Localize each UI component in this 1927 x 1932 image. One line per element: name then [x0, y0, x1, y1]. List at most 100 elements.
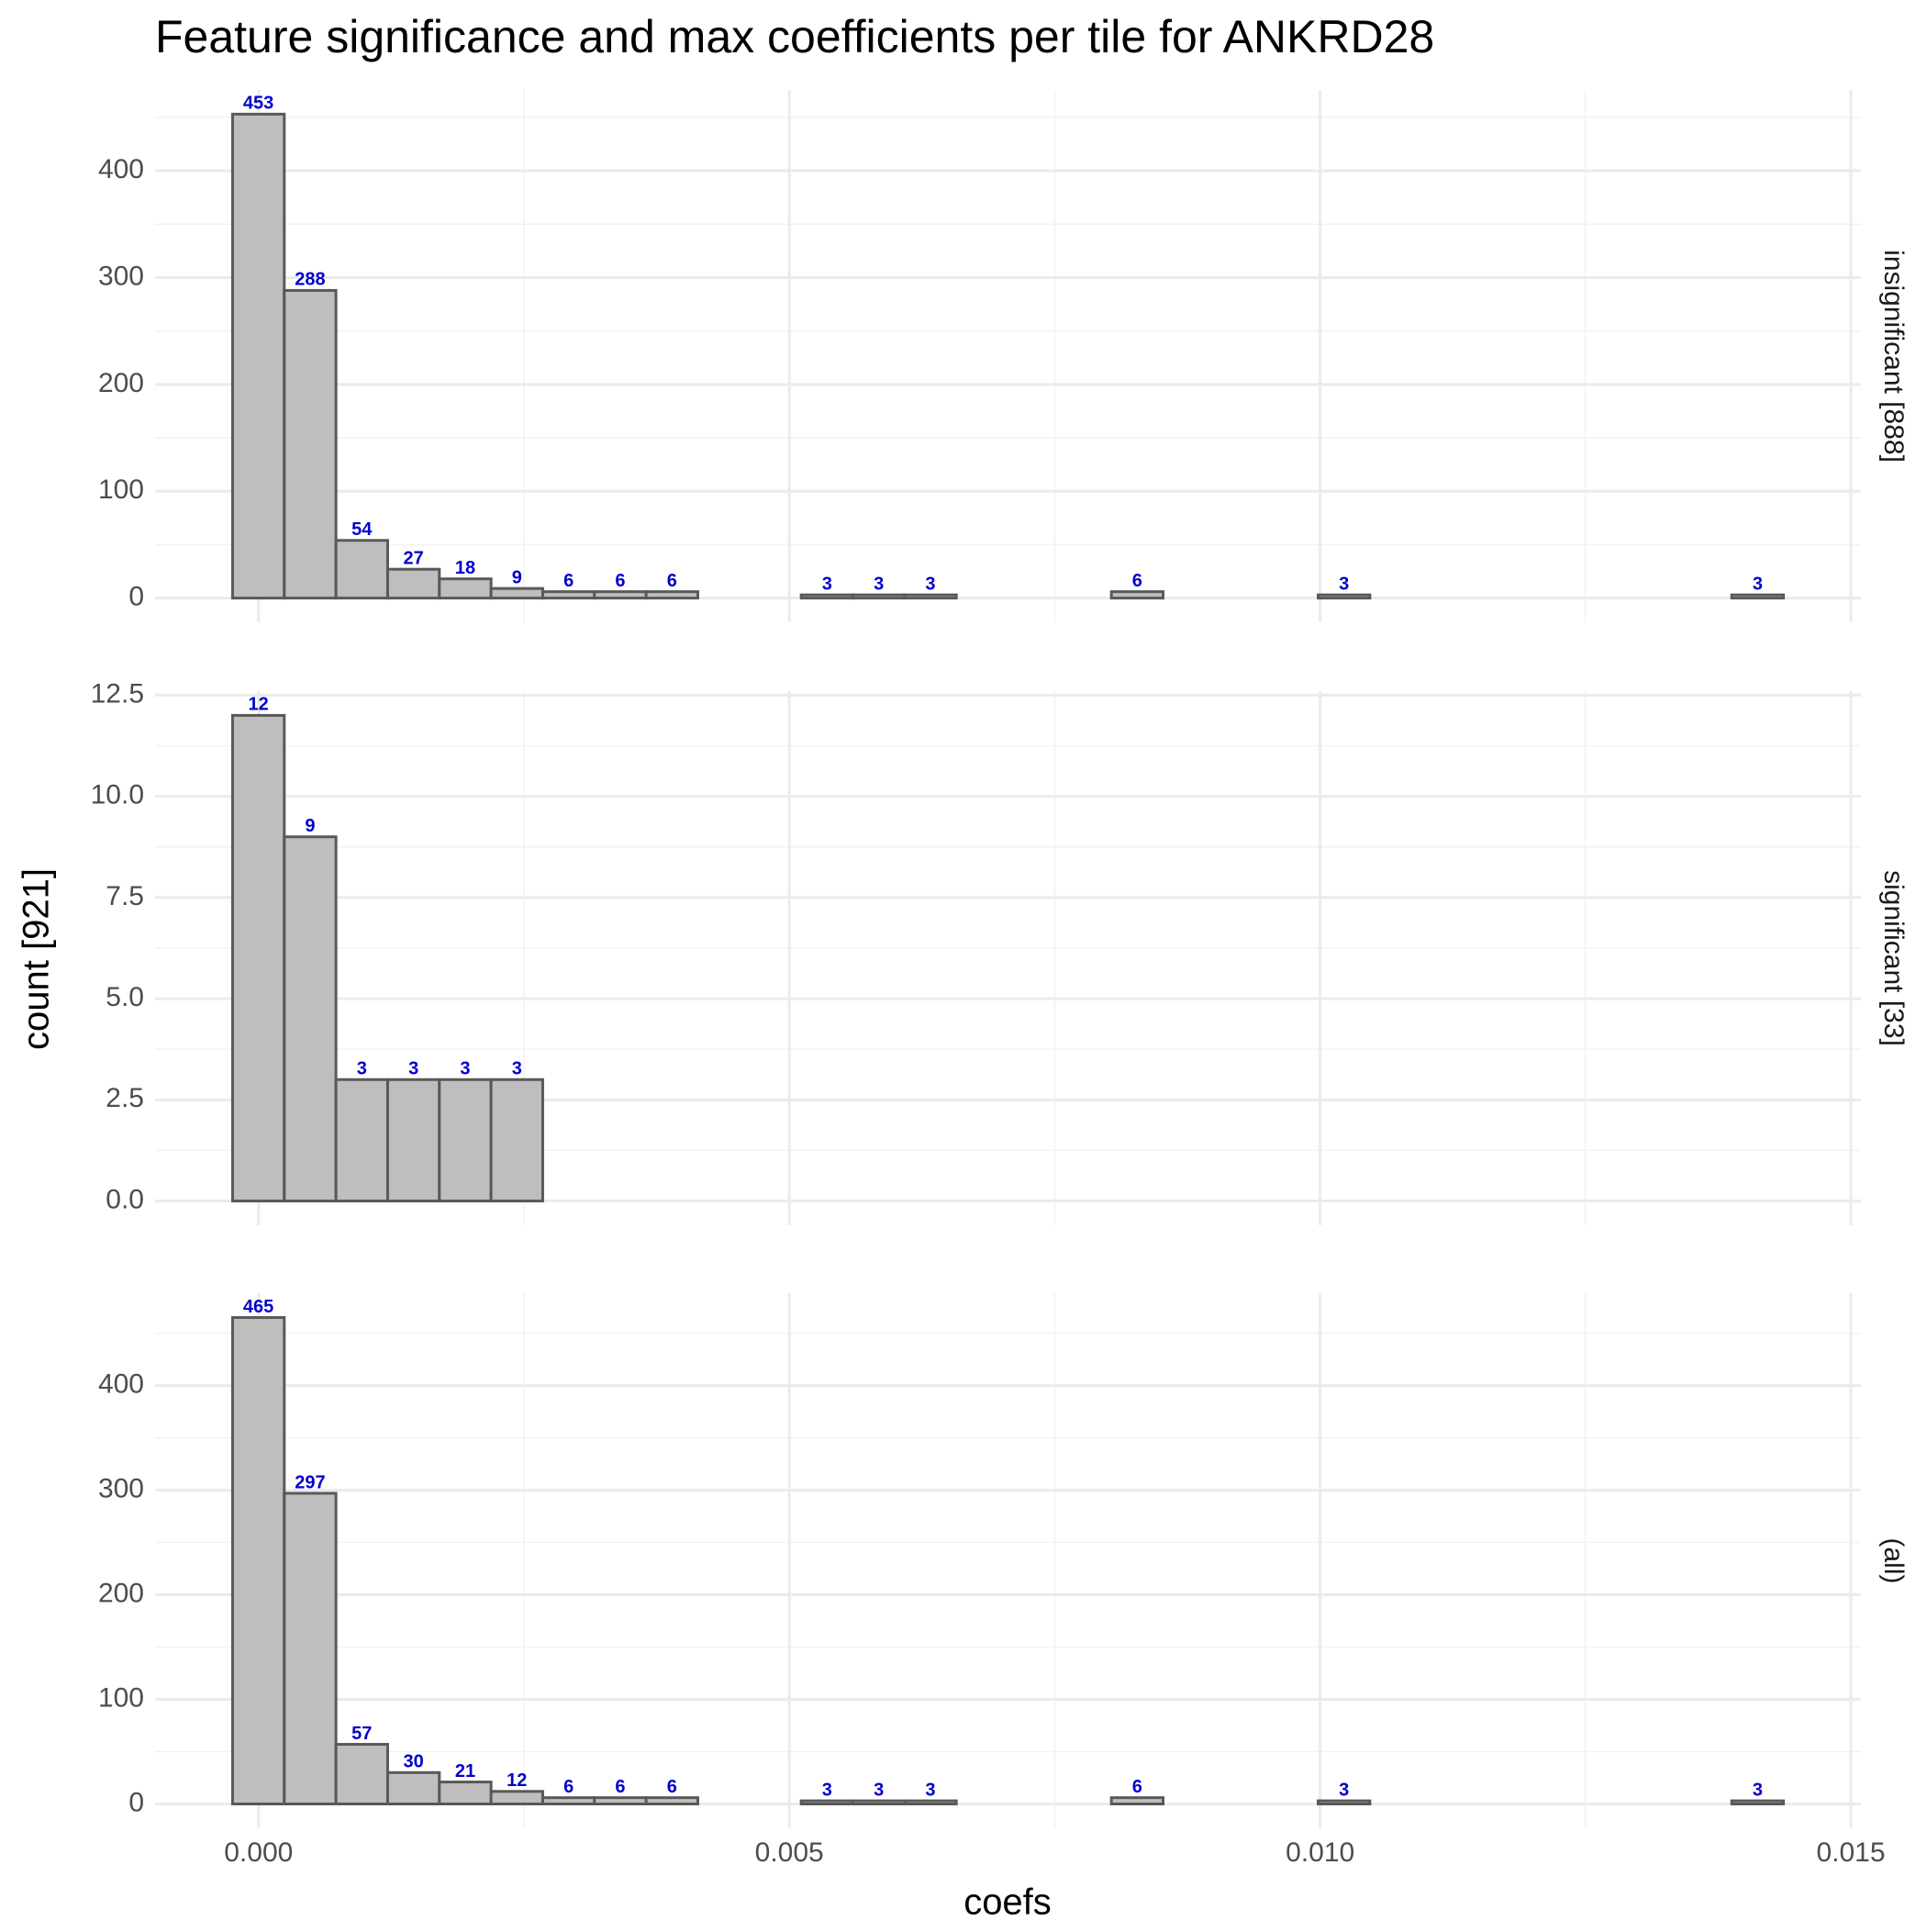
x-axis-title: coefs — [964, 1882, 1052, 1923]
value-label: 12 — [507, 1770, 527, 1791]
bar — [593, 1796, 648, 1805]
x-tick-label: 0.005 — [755, 1837, 824, 1868]
bar — [1109, 590, 1165, 600]
panel: 0.0 2.5 5.0 7.5 10.0 12.5 12 9 3 3 3 3 significant [… — [91, 678, 1909, 1225]
value-label: 3 — [874, 1780, 884, 1800]
bar — [334, 1078, 389, 1203]
bar — [644, 1796, 699, 1805]
bar — [851, 593, 907, 600]
bar — [1730, 1799, 1786, 1806]
bar — [283, 1491, 338, 1806]
bar — [540, 590, 596, 600]
value-label: 3 — [822, 574, 832, 594]
value-label: 288 — [295, 270, 325, 290]
x-tick-label: 0.000 — [224, 1837, 293, 1868]
value-label: 465 — [243, 1297, 273, 1317]
y-tick-label: 100 — [98, 475, 144, 505]
y-tick-label: 12.5 — [91, 678, 144, 709]
value-label: 3 — [925, 574, 935, 594]
strip-label: significant [33] — [1878, 870, 1909, 1046]
y-tick-label: 400 — [98, 154, 144, 184]
bar — [903, 593, 958, 600]
value-label: 12 — [248, 695, 268, 715]
bar — [489, 1078, 544, 1203]
bar — [1730, 593, 1786, 600]
value-label: 3 — [1339, 574, 1349, 594]
bar — [1109, 1796, 1165, 1805]
bar — [1317, 1799, 1372, 1806]
value-label: 57 — [351, 1724, 372, 1744]
x-tick-label: 0.010 — [1286, 1837, 1354, 1868]
value-label: 3 — [1753, 574, 1763, 594]
panel: 0 100 200 300 400 453 288 54 27 18 9 6 6 6 3 3 3 6 3 3 insig… — [98, 90, 1909, 622]
y-tick-label: 300 — [98, 1473, 144, 1503]
bar — [489, 586, 544, 600]
y-tick-label: 100 — [98, 1682, 144, 1713]
bar — [799, 1799, 854, 1806]
y-tick-label: 300 — [98, 261, 144, 291]
value-label: 3 — [357, 1059, 367, 1079]
y-tick-label: 0 — [128, 582, 144, 612]
y-tick-label: 0.0 — [106, 1184, 144, 1214]
value-label: 6 — [1132, 571, 1142, 591]
y-axis-title: count [921] — [17, 868, 57, 1050]
strip-label: (all) — [1878, 1538, 1909, 1584]
y-tick-label: 200 — [98, 368, 144, 398]
y-tick-label: 2.5 — [106, 1083, 144, 1113]
value-label: 3 — [1753, 1780, 1763, 1800]
value-label: 3 — [408, 1059, 418, 1079]
y-tick-label: 7.5 — [106, 881, 144, 911]
value-label: 297 — [295, 1472, 325, 1492]
bar — [230, 112, 286, 600]
value-label: 3 — [874, 574, 884, 594]
bar — [593, 590, 648, 600]
value-label: 3 — [512, 1059, 522, 1079]
bar — [1317, 593, 1372, 600]
bar — [385, 567, 441, 600]
bar — [438, 1781, 493, 1806]
y-tick-label: 200 — [98, 1578, 144, 1608]
bar — [230, 1316, 286, 1805]
bar — [283, 835, 338, 1203]
chart-title: Feature significance and max coefficient… — [155, 11, 1434, 62]
bar — [644, 590, 699, 600]
bar — [540, 1796, 596, 1805]
value-label: 30 — [404, 1752, 424, 1772]
strip-label: insignificant [888] — [1878, 250, 1909, 463]
value-label: 6 — [615, 571, 625, 591]
value-label: 6 — [615, 1777, 625, 1797]
bar — [283, 288, 338, 600]
bar — [385, 1078, 441, 1203]
bar — [903, 1799, 958, 1806]
value-label: 3 — [925, 1780, 935, 1800]
bar — [334, 539, 389, 600]
bar — [334, 1743, 389, 1805]
value-label: 54 — [351, 519, 373, 540]
bar — [489, 1790, 544, 1806]
y-tick-label: 10.0 — [91, 780, 144, 810]
y-tick-label: 5.0 — [106, 982, 144, 1012]
value-label: 6 — [667, 1777, 677, 1797]
value-label: 3 — [822, 1780, 832, 1800]
value-label: 3 — [1339, 1780, 1349, 1800]
value-label: 6 — [667, 571, 677, 591]
panel: 0 100 200 300 400 0.000 0.005 0.010 0.015 465 297 5… — [98, 1293, 1909, 1868]
bar — [438, 577, 493, 600]
value-label: 18 — [455, 558, 475, 578]
bar — [799, 593, 854, 600]
bar — [438, 1078, 493, 1203]
value-label: 453 — [243, 94, 273, 114]
value-label: 6 — [1132, 1777, 1142, 1797]
value-label: 27 — [404, 548, 424, 568]
y-tick-label: 0 — [128, 1787, 144, 1817]
value-label: 9 — [305, 816, 315, 836]
value-label: 6 — [563, 571, 574, 591]
value-label: 21 — [455, 1761, 475, 1781]
value-label: 6 — [563, 1777, 574, 1797]
x-tick-label: 0.015 — [1816, 1837, 1885, 1868]
bar — [230, 713, 286, 1203]
value-label: 9 — [512, 567, 522, 587]
value-label: 3 — [460, 1059, 470, 1079]
bar — [851, 1799, 907, 1806]
